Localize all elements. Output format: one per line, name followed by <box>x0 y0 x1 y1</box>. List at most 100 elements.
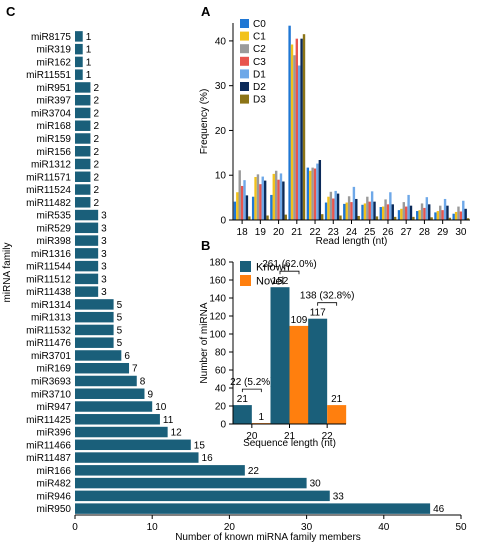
read-length-bar <box>363 203 367 220</box>
y-tick-label: 60 <box>215 366 227 377</box>
legend-label: C2 <box>253 44 266 55</box>
family-label: miR3710 <box>31 389 71 400</box>
family-bar <box>75 69 83 80</box>
read-length-bar <box>279 173 283 220</box>
read-length-bar <box>357 215 360 220</box>
read-length-bar <box>332 198 335 220</box>
family-label: miR11551 <box>26 70 71 81</box>
read-length-bar <box>355 198 358 220</box>
read-length-bar <box>384 199 387 220</box>
legend-label: D3 <box>253 95 266 106</box>
total-label: 22 (5.2%) <box>230 377 273 388</box>
family-label: miR3693 <box>31 376 71 387</box>
read-length-bar <box>452 213 455 220</box>
read-length-bar <box>345 202 348 220</box>
family-value-label: 2 <box>93 147 99 158</box>
family-bar <box>75 94 91 106</box>
read-length-bar <box>439 205 442 220</box>
family-bar <box>75 56 83 68</box>
family-bar <box>75 426 168 438</box>
read-length-bar <box>282 181 285 220</box>
read-length-bar <box>233 201 237 220</box>
total-bracket <box>279 270 300 275</box>
legend-swatch <box>240 275 251 286</box>
x-tick-label: 0 <box>72 522 78 533</box>
family-label: miR11544 <box>26 262 71 273</box>
read-length-bar <box>270 194 273 220</box>
family-value-label: 15 <box>194 440 206 451</box>
y-tick-label: 40 <box>215 36 227 47</box>
family-label: miR398 <box>37 236 72 247</box>
family-value-label: 12 <box>171 428 183 439</box>
family-bar <box>75 299 114 310</box>
read-length-bar <box>240 185 244 220</box>
read-length-bar <box>263 180 267 220</box>
family-value-label: 1 <box>86 32 92 43</box>
x-tick-label: 20 <box>224 522 236 533</box>
family-bar <box>75 375 137 387</box>
x-tick-label: 10 <box>147 522 159 533</box>
sequence-length-bar <box>270 287 290 424</box>
read-length-bar <box>329 191 333 220</box>
read-length-bar <box>316 163 319 220</box>
family-value-label: 22 <box>248 466 260 477</box>
x-tick-label: 23 <box>328 227 340 238</box>
panel-label-b: B <box>201 238 210 253</box>
family-bar <box>75 209 99 221</box>
x-tick-label: 21 <box>284 431 296 442</box>
panel-b-sequence-length-chart: 21 1 22 (5.2%) 20 152 109 261 (62.0%) 21 117 21 13… <box>199 258 354 450</box>
family-label: miR11487 <box>26 453 71 464</box>
read-length-bar <box>254 177 257 220</box>
x-tick-label: 24 <box>346 227 358 238</box>
x-tick-label: 50 <box>455 522 467 533</box>
read-length-bar <box>366 196 369 220</box>
family-label: miR951 <box>37 83 72 94</box>
read-length-bar <box>277 179 280 220</box>
y-tick-label: 20 <box>215 402 227 413</box>
family-label: miR1313 <box>31 313 71 324</box>
family-bar <box>75 248 99 259</box>
family-bar <box>75 477 307 489</box>
legend-swatch <box>240 94 249 104</box>
y-tick-label: 20 <box>215 126 227 137</box>
y-axis-title: miRNA family <box>2 242 13 302</box>
family-label: miR535 <box>37 211 72 222</box>
read-length-bar <box>327 196 330 220</box>
y-tick-label: 0 <box>220 420 226 431</box>
family-label: miR166 <box>37 466 72 477</box>
read-length-bar <box>272 173 275 220</box>
family-value-label: 6 <box>124 351 130 362</box>
family-value-label: 46 <box>433 504 445 515</box>
read-length-bar <box>379 207 382 220</box>
read-length-bar <box>302 34 306 221</box>
x-tick-label: 18 <box>237 227 249 238</box>
family-bar <box>75 311 114 323</box>
bar-value-label: 109 <box>291 315 308 326</box>
family-bar <box>75 324 114 336</box>
family-bar <box>75 401 153 412</box>
total-label: 261 (62.0%) <box>262 259 316 270</box>
family-value-label: 2 <box>93 160 99 171</box>
legend-swatch <box>240 69 249 79</box>
family-value-label: 3 <box>101 223 107 234</box>
family-value-label: 2 <box>93 96 99 107</box>
family-label: miR396 <box>37 428 72 439</box>
read-length-bar <box>361 204 364 220</box>
family-label: miR162 <box>37 57 72 68</box>
legend-swatch <box>240 19 249 28</box>
family-value-label: 7 <box>132 364 138 375</box>
family-bar <box>75 107 91 119</box>
x-tick-label: 28 <box>419 227 431 238</box>
y-tick-label: 180 <box>209 258 226 269</box>
x-tick-label: 30 <box>455 227 467 238</box>
read-length-bar <box>295 38 299 220</box>
y-tick-label: 100 <box>209 330 226 341</box>
read-length-bar <box>373 201 376 220</box>
x-tick-label: 22 <box>309 227 321 238</box>
sequence-length-bar <box>232 405 252 424</box>
read-length-bar <box>290 44 294 221</box>
read-length-bar <box>443 198 447 220</box>
family-value-label: 16 <box>202 453 214 464</box>
read-length-bar <box>245 195 249 220</box>
family-value-label: 8 <box>140 376 146 387</box>
